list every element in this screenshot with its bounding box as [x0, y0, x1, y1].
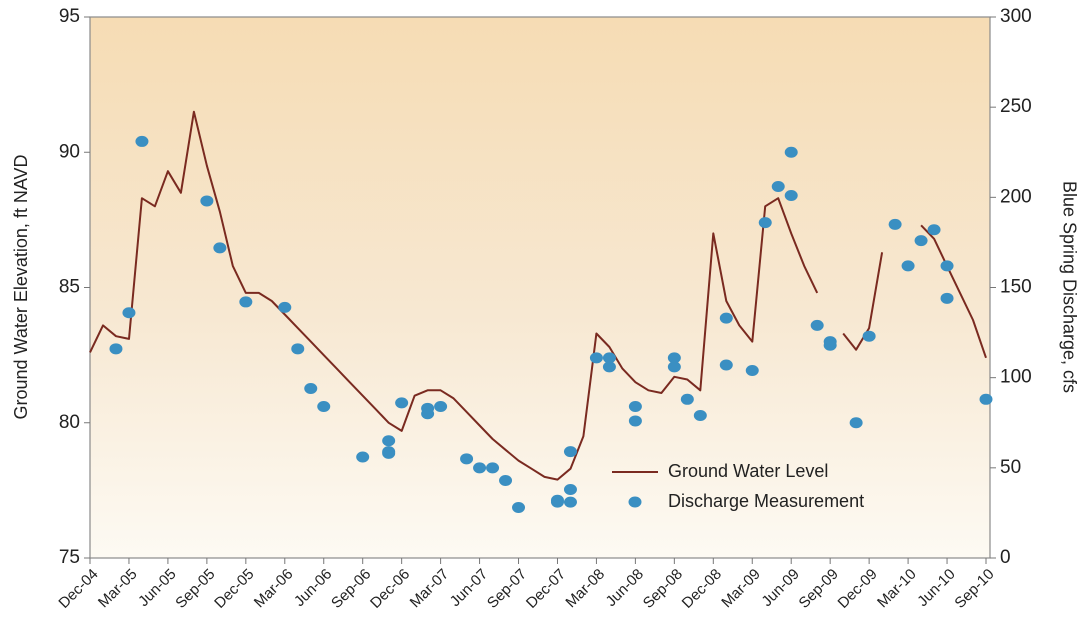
point: [356, 451, 370, 463]
point: [602, 352, 616, 364]
point: [693, 410, 707, 422]
point: [888, 218, 902, 230]
y-tick-label: 80: [59, 412, 80, 433]
point: [602, 361, 616, 373]
x-tick-label: Sep-07: [484, 566, 530, 612]
x-tick-label: Sep-06: [328, 566, 374, 612]
point: [940, 292, 954, 304]
point: [291, 343, 305, 355]
y2-tick-label: 250: [1000, 96, 1032, 117]
point: [278, 301, 292, 313]
plot-area: [89, 16, 991, 559]
x-tick-label: Dec-08: [679, 566, 725, 612]
x-tick-label: Mar-09: [718, 566, 764, 612]
legend-label: Ground Water Level: [668, 461, 828, 481]
point: [395, 397, 409, 409]
x-tick-label: Mar-07: [407, 566, 453, 612]
point: [940, 260, 954, 272]
point: [382, 435, 396, 447]
y-axis-title: Ground Water Elevation, ft NAVD: [11, 154, 31, 419]
point: [758, 217, 772, 229]
point: [499, 474, 513, 486]
x-tick-label: Sep-05: [172, 566, 218, 612]
y-tick-label: 75: [59, 547, 80, 568]
y2-tick-label: 200: [1000, 186, 1032, 207]
point: [862, 330, 876, 342]
y-tick-label: 90: [59, 141, 80, 162]
x-tick-label: Sep-08: [640, 566, 686, 612]
x-tick-label: Mar-10: [874, 566, 920, 612]
x-tick-label: Mar-06: [251, 566, 297, 612]
point: [213, 242, 227, 254]
point: [667, 361, 681, 373]
point: [589, 352, 603, 364]
point: [563, 496, 577, 508]
x-tick-label: Jun-10: [914, 566, 958, 610]
point: [849, 417, 863, 429]
point: [382, 446, 396, 458]
y-tick-label: 95: [59, 6, 80, 27]
y2-axis-title: Blue Spring Discharge, cfs: [1059, 181, 1079, 393]
point: [810, 319, 824, 331]
y2-tick-label: 0: [1000, 547, 1011, 568]
x-tick-label: Jun-06: [291, 566, 335, 610]
x-tick-label: Dec-07: [523, 566, 569, 612]
point: [628, 415, 642, 427]
x-tick-label: Dec-04: [55, 566, 101, 612]
legend-marker: [628, 496, 642, 508]
x-tick-label: Dec-05: [211, 566, 257, 612]
y2-tick-label: 100: [1000, 367, 1032, 388]
y-tick-label: 85: [59, 277, 80, 298]
x-tick-label: Jun-07: [447, 566, 491, 610]
y2-tick-label: 150: [1000, 277, 1032, 298]
x-tick-label: Mar-08: [562, 566, 608, 612]
point: [563, 446, 577, 458]
point: [486, 462, 500, 474]
x-tick-label: Sep-10: [951, 566, 997, 612]
point: [771, 181, 785, 193]
x-tick-label: Jun-08: [603, 566, 647, 610]
x-tick-label: Jun-05: [135, 566, 179, 610]
point: [745, 364, 759, 376]
point: [784, 190, 798, 202]
point: [317, 401, 331, 413]
point: [434, 401, 448, 413]
x-tick-label: Dec-09: [835, 566, 881, 612]
y2-tick-label: 300: [1000, 6, 1032, 27]
point: [927, 224, 941, 236]
point: [109, 343, 123, 355]
point: [914, 235, 928, 247]
point: [512, 502, 526, 514]
x-tick-label: Dec-06: [367, 566, 413, 612]
point: [135, 135, 149, 147]
point: [667, 352, 681, 364]
point: [563, 483, 577, 495]
point: [901, 260, 915, 272]
point: [784, 146, 798, 158]
point: [719, 359, 733, 371]
point: [421, 408, 435, 420]
point: [460, 453, 474, 465]
x-tick-label: Sep-09: [796, 566, 842, 612]
point: [304, 382, 318, 394]
point: [239, 296, 253, 308]
point: [473, 462, 487, 474]
point: [979, 393, 993, 405]
point: [550, 496, 564, 508]
point: [823, 339, 837, 351]
x-tick-label: Jun-09: [758, 566, 802, 610]
legend-label: Discharge Measurement: [668, 491, 864, 511]
x-tick-label: Mar-05: [95, 566, 141, 612]
point: [680, 393, 694, 405]
point: [122, 307, 136, 319]
line: [89, 110, 987, 481]
point: [628, 401, 642, 413]
point: [719, 312, 733, 324]
y2-tick-label: 50: [1000, 457, 1021, 478]
point: [200, 195, 214, 207]
